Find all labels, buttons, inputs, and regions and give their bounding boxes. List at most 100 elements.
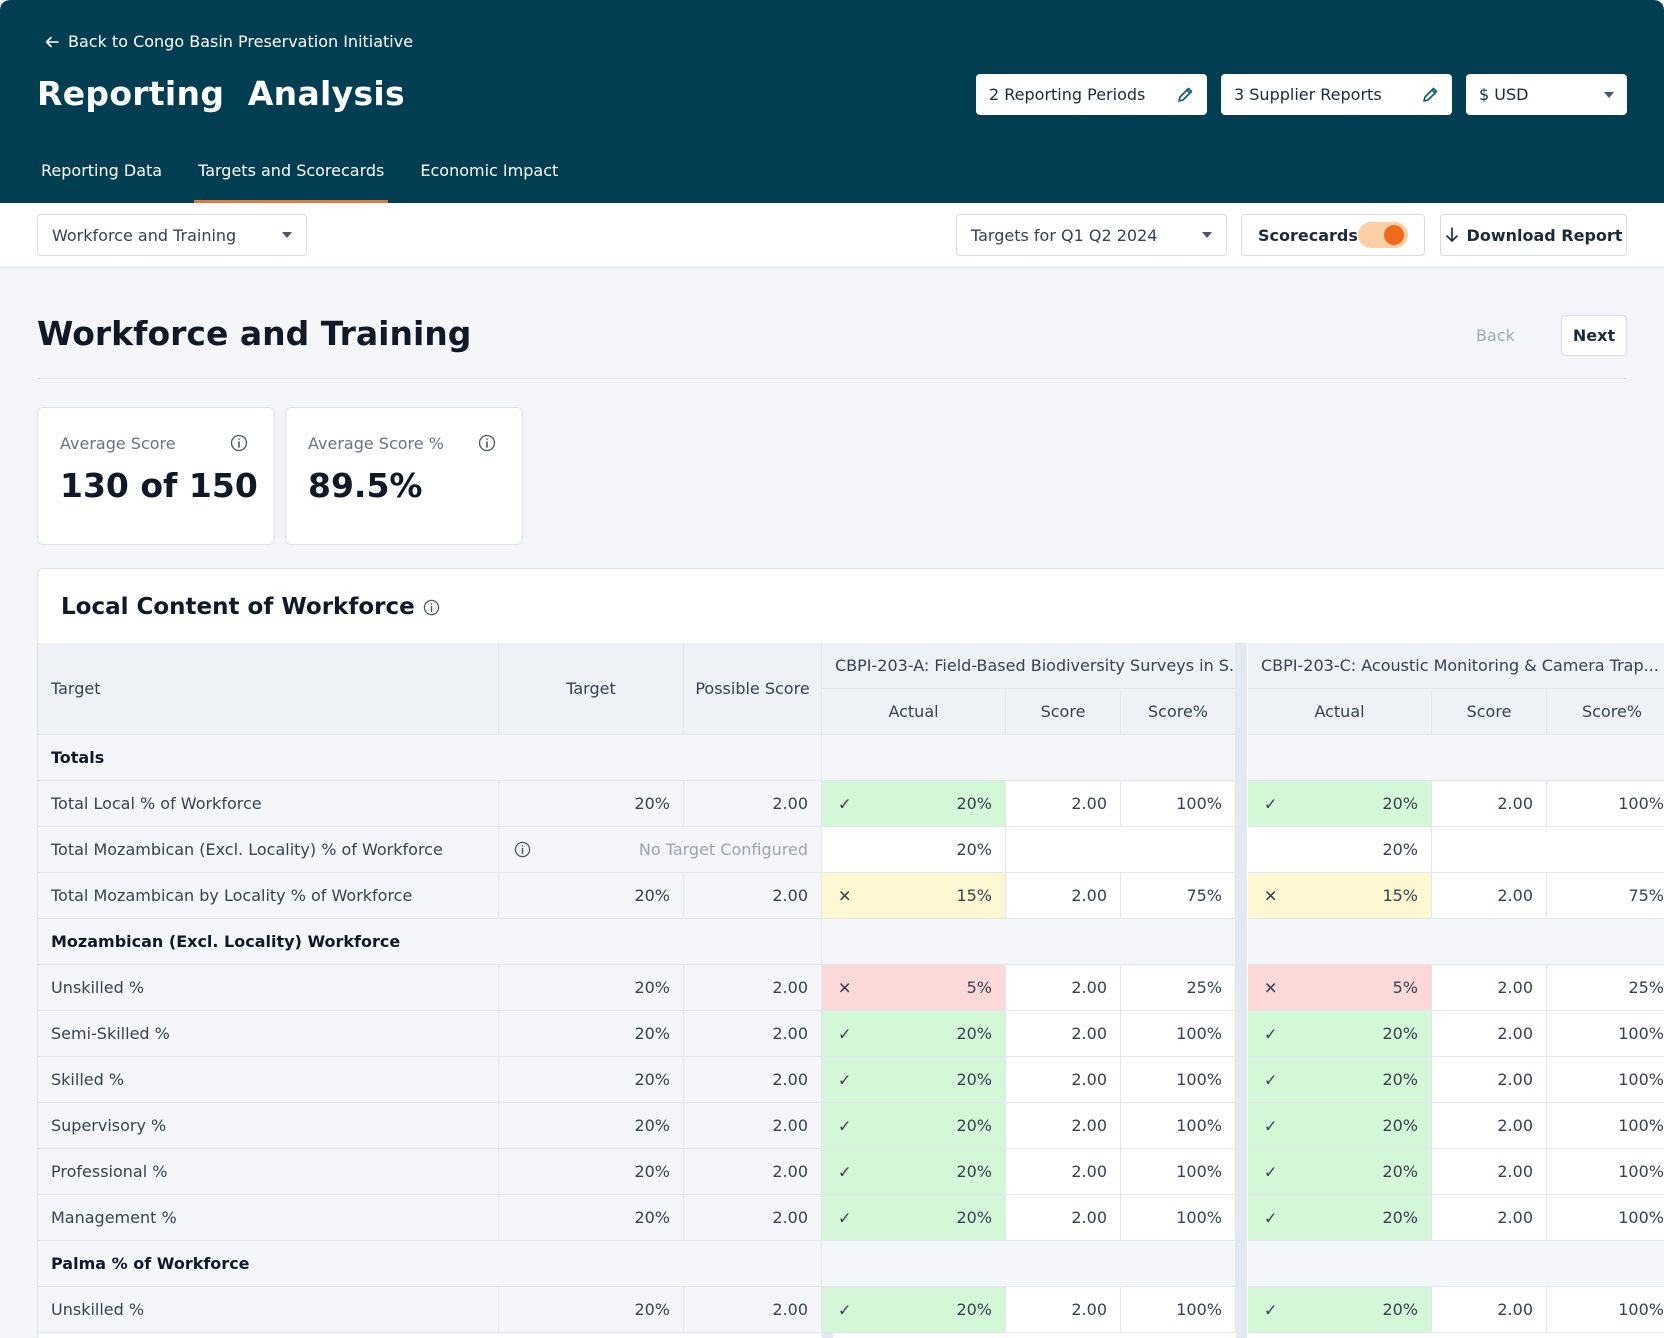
check-icon: ✓ [838,794,852,813]
possible-score-cell: 2.00 [684,965,822,1011]
cell-text: 2.00 [1497,886,1533,905]
page-title: Reporting Analysis [37,74,405,113]
group-row-fill [822,735,1236,781]
actual-cell: 20% ✓ [1248,1103,1432,1149]
cell-text: Total Local % of Workforce [51,794,262,813]
actual-cell: 20% ✓ [1248,1149,1432,1195]
cell-text: No Target Configured [638,840,808,859]
info-icon[interactable] [423,599,440,616]
back-link[interactable]: Back to Congo Basin Preservation Initiat… [44,32,413,51]
score-cell: 2.00 [1006,1149,1121,1195]
cell-text: 100% [1176,1024,1222,1043]
header-group-c: CBPI-203-C: Acoustic Monitoring & Camera… [1248,643,1664,689]
cell-text: 20% [1382,1162,1418,1181]
cell-text: 2.00 [772,1208,808,1227]
cell-text: 75% [1628,886,1664,905]
scorecards-toggle-box: Scorecards [1241,214,1425,256]
score-percent-cell: 100% [1547,1287,1664,1333]
cell-text: 20% [1382,1208,1418,1227]
supplier-reports-button[interactable]: 3 Supplier Reports [1221,74,1452,115]
actual-cell: 20% ✓ [822,1103,1006,1149]
average-score-percent-value: 89.5% [308,466,423,505]
target-cell: 20% [499,781,684,827]
actual-cell: 20% ✓ [1248,1287,1432,1333]
tab-reporting-data[interactable]: Reporting Data [41,161,163,180]
header-actual: Actual [822,689,1006,735]
cell-text: Skilled % [51,1070,125,1089]
supplier-reports-label: 3 Supplier Reports [1234,85,1382,104]
score-percent-cell: 100% [1547,1149,1664,1195]
info-icon[interactable] [514,841,531,858]
chevron-down-icon [282,232,292,238]
cell-text: 20% [956,794,992,813]
possible-score-cell: 2.00 [684,1011,822,1057]
possible-score-cell: 2.00 [684,781,822,827]
next-button[interactable]: Next [1561,315,1627,356]
scorecards-toggle[interactable] [1358,222,1408,248]
tab-bar: Reporting Data Targets and Scorecards Ec… [37,150,590,203]
cell-text: 100% [1176,794,1222,813]
reporting-periods-button[interactable]: 2 Reporting Periods [976,74,1207,115]
tab-economic-impact[interactable]: Economic Impact [420,161,559,180]
row-name: Professional % [38,1149,499,1195]
score-percent-cell: 75% [1121,873,1236,919]
score-cell: 2.00 [1432,1149,1547,1195]
cross-icon: ✕ [838,886,852,905]
cell-text: 100% [1618,794,1664,813]
check-icon: ✓ [838,1208,852,1227]
cell-text: 2.00 [1071,1024,1107,1043]
group-row-label: Mozambican (Excl. Locality) Workforce [38,919,822,965]
cross-icon: ✕ [1264,978,1278,997]
back-link-label: Back to Congo Basin Preservation Initiat… [68,32,414,51]
cell-text: 5% [1392,978,1418,997]
actual-cell: 20% [822,827,1006,873]
cell-text: 2.00 [1071,1300,1107,1319]
cell-text: 20% [634,794,670,813]
row-name: Skilled % [38,1057,499,1103]
download-report-button[interactable]: Download Report [1440,214,1627,256]
cell-text: 20% [634,1024,670,1043]
score-cell: 2.00 [1432,1287,1547,1333]
group-row-fill [1248,735,1664,781]
info-icon[interactable] [230,434,248,452]
score-cell: 2.00 [1432,1195,1547,1241]
cell-text: 2.00 [1071,1162,1107,1181]
average-score-label: Average Score [60,434,176,453]
actual-cell: 20% ✓ [1248,1011,1432,1057]
cell-text: 2.00 [1497,978,1533,997]
category-select-label: Workforce and Training [52,225,237,245]
targets-period-select[interactable]: Targets for Q1 Q2 2024 [956,214,1227,256]
cell-text: 2.00 [1497,1162,1533,1181]
score-percent-cell: 100% [1121,1149,1236,1195]
tab-targets-scorecards[interactable]: Targets and Scorecards [194,150,389,203]
info-icon[interactable] [478,434,496,452]
actual-cell: 20% ✓ [822,1011,1006,1057]
row-name: Total Mozambican (Excl. Locality) % of W… [38,827,499,873]
chevron-down-icon [1604,91,1614,98]
toolbar: Workforce and Training Targets for Q1 Q2… [0,203,1664,268]
cell-text: 25% [1186,978,1222,997]
cell-text: Total Mozambican by Locality % of Workfo… [51,886,413,905]
header-label: Score% [1147,702,1208,721]
score-percent-cell: 100% [1547,1057,1664,1103]
cell-text: 20% [1382,1070,1418,1089]
category-select[interactable]: Workforce and Training [37,214,307,256]
cell-text: 2.00 [1497,794,1533,813]
target-cell: 20% [499,1011,684,1057]
cross-icon: ✕ [838,978,852,997]
cell-text: 2.00 [772,1070,808,1089]
cell-text: 2.00 [772,794,808,813]
actual-cell: 20% ✓ [1248,1195,1432,1241]
back-button[interactable]: Back [1476,326,1515,345]
cell-text: 20% [634,1070,670,1089]
header-label: CBPI-203-C: Acoustic Monitoring & Camera… [1261,656,1659,675]
cell-text: 20% [1382,840,1418,859]
target-cell: 20% [499,1149,684,1195]
currency-select[interactable]: $ USD [1466,74,1627,115]
cell-text: 75% [1186,886,1222,905]
header-label: CBPI-203-A: Field-Based Biodiversity Sur… [835,656,1236,675]
cell-text: 2.00 [1497,1024,1533,1043]
check-icon: ✓ [1264,1116,1278,1135]
cell-text: 2.00 [1497,1300,1533,1319]
header-label: Actual [1314,702,1365,721]
